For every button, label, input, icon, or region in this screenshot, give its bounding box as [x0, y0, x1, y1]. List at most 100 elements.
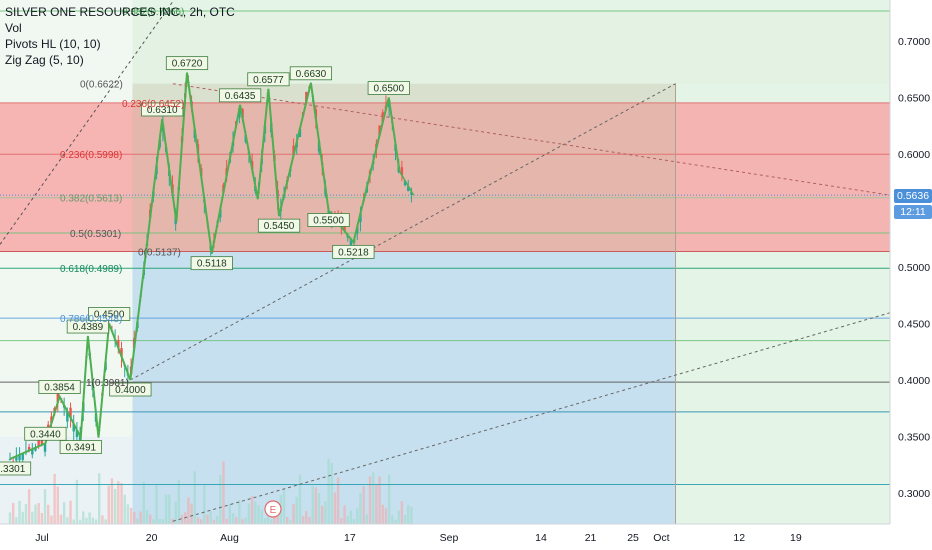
candle-body [56, 392, 59, 403]
volume-bar [133, 512, 136, 524]
volume-bar [164, 494, 168, 524]
pivot-label-box [247, 72, 290, 87]
fib-zone-blue [132, 251, 676, 525]
indicator-zigzag[interactable]: Zig Zag (5, 10) [5, 53, 84, 67]
fib-level-label: 0.618(0.4989) [60, 264, 122, 275]
fib-zone-upper [132, 10, 890, 84]
candle-body [27, 447, 31, 451]
time-tick-label: Sep [440, 532, 459, 544]
pivot-label-box [257, 218, 301, 233]
pivot-label: 0.5218 [338, 247, 369, 258]
fib-level-label: 1(0.3981) [86, 378, 129, 389]
volume-bar [397, 510, 400, 524]
volume-bar [387, 474, 391, 524]
volume-bar [43, 489, 47, 524]
time-tick-label: 21 [585, 532, 597, 544]
candle-body [78, 436, 82, 442]
time-tick-label: 25 [627, 532, 639, 544]
pivot-label-box [59, 440, 102, 454]
volume-bar [193, 471, 196, 524]
volume-bar [177, 480, 181, 524]
volume-bar [352, 519, 356, 524]
trend-line-dashed [0, 1, 174, 245]
candle-body [34, 447, 37, 451]
volume-bar [362, 486, 365, 524]
pivot-label: 0.3491 [66, 443, 97, 454]
pivot-label: 0.5450 [264, 221, 295, 232]
volume-bar [260, 509, 263, 524]
time-tick-label: 12 [733, 532, 745, 544]
volume-bar [231, 513, 235, 524]
pivot-label: 0.6435 [225, 91, 256, 102]
candle-body [403, 180, 407, 186]
pivot-label-box [24, 426, 67, 441]
candle-body [75, 429, 79, 438]
chart-title: SILVER ONE RESOURCES INC., 2h, OTC [5, 5, 235, 19]
volume-bar [50, 515, 53, 524]
volume-bar [257, 505, 260, 524]
indicator-vol[interactable]: Vol [5, 21, 22, 35]
pivot-label-box [218, 88, 262, 103]
volume-bar [241, 519, 244, 524]
volume-bar [298, 474, 302, 524]
pivot-label-box [165, 56, 209, 71]
volume-bar [31, 511, 34, 524]
volume-bar [120, 483, 123, 524]
volume-bar [346, 515, 349, 524]
pivot-label: 0.4500 [94, 310, 125, 321]
candle-body [8, 458, 12, 460]
pivot-label: 0.6577 [253, 75, 284, 86]
volume-bar [400, 501, 404, 524]
volume-bar [174, 501, 177, 524]
pivot-label: 0.6720 [172, 59, 203, 70]
volume-bar [66, 517, 69, 524]
candle-body [400, 167, 404, 176]
fib-level-label: 0.382(0.7266) [122, 7, 184, 18]
price-tick-label: 0.4500 [898, 319, 930, 331]
volume-bar [222, 461, 225, 524]
time-tick-label: 20 [146, 532, 158, 544]
volume-bar [206, 514, 209, 524]
candle-body [410, 192, 413, 195]
volume-bar [311, 485, 314, 524]
volume-bar [292, 504, 295, 524]
candle-body [40, 439, 44, 445]
volume-bar [285, 517, 289, 524]
volume-bar [126, 504, 130, 524]
candle-body [378, 125, 381, 136]
volume-bar [343, 505, 346, 524]
fib-level-label: 0.236(0.6452) [122, 99, 184, 110]
candle-body [50, 416, 53, 424]
pivot-label-box [332, 244, 375, 259]
volume-bar [56, 486, 59, 524]
volume-bar [270, 519, 273, 524]
volume-bar [305, 511, 308, 524]
volume-bar [190, 503, 193, 524]
volume-bar [98, 473, 101, 524]
fib-level-label: 0.382(0.5613) [60, 194, 122, 205]
volume-bar [40, 512, 44, 524]
volume-bar [104, 519, 107, 524]
candle-body [43, 443, 47, 452]
volume-bar [327, 458, 330, 524]
volume-bar [308, 516, 311, 524]
volume-bar [171, 518, 174, 524]
indicator-pivots[interactable]: Pivots HL (10, 10) [5, 37, 101, 51]
trend-line-dashed [172, 83, 891, 196]
volume-bar [235, 517, 238, 524]
pivot-label-box [66, 319, 109, 334]
earnings-event-icon [264, 500, 282, 518]
pivot-label: 0.4389 [73, 322, 104, 333]
candle-body [349, 239, 353, 246]
volume-bar [250, 495, 254, 524]
fib-level-label: 0.236(0.5998) [60, 150, 122, 161]
time-tick-label: 14 [535, 532, 547, 544]
price-tick-label: 0.3000 [898, 488, 930, 500]
volume-bar [314, 487, 318, 524]
volume-bar [317, 493, 321, 524]
price-axis-bg [890, 0, 932, 550]
time-tick-label: 19 [790, 532, 802, 544]
candle-body [37, 438, 40, 447]
